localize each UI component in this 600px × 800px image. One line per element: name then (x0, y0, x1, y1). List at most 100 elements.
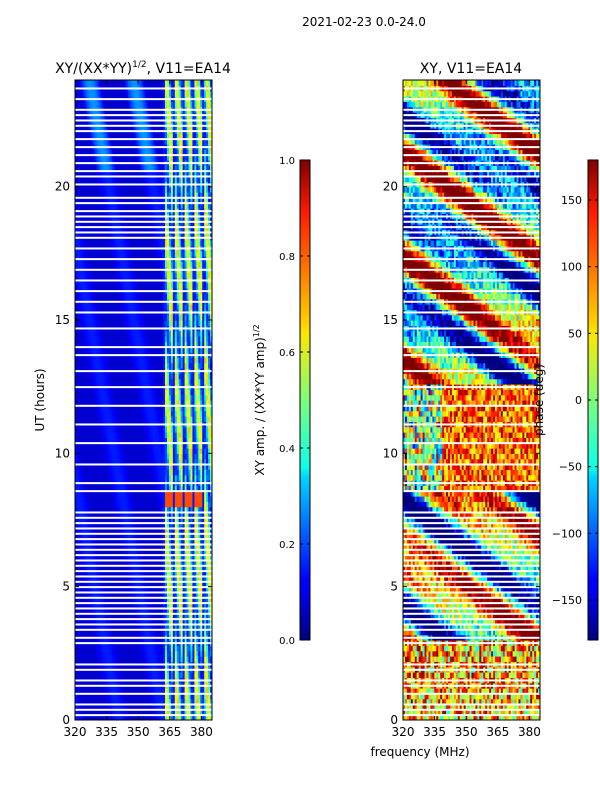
heatmap-cell (129, 373, 133, 380)
heatmap-cell (210, 693, 212, 700)
heatmap-cell (114, 426, 117, 433)
heatmap-cell (104, 544, 107, 550)
heatmap-cell (155, 544, 158, 550)
heatmap-cell (110, 373, 113, 380)
heatmap-cell (106, 362, 109, 369)
heatmap-cell (110, 693, 113, 700)
heatmap-cell (180, 453, 184, 460)
heatmap-cell (153, 512, 156, 518)
heatmap-cell (165, 501, 168, 508)
heatmap-cell (159, 469, 162, 476)
heatmap-cell (200, 464, 203, 470)
heatmap-cell (108, 714, 111, 720)
heatmap-cell (78, 704, 82, 710)
heatmap-cell (143, 458, 147, 465)
heatmap-cell (98, 464, 102, 470)
heatmap-cell (165, 581, 168, 588)
heatmap-cell (116, 426, 119, 433)
heatmap-cell (82, 485, 86, 492)
heatmap-cell (114, 698, 117, 705)
heatmap-cell (98, 448, 102, 454)
heatmap-cell (172, 442, 176, 449)
heatmap-cell (155, 597, 158, 604)
heatmap-cell (170, 597, 174, 604)
heatmap-cell (206, 437, 209, 444)
heatmap-cell (163, 592, 166, 598)
heatmap-cell (174, 698, 178, 705)
heatmap-cell (176, 373, 180, 380)
heatmap-cell (137, 672, 141, 678)
heatmap-cell (137, 602, 141, 609)
heatmap-cell (208, 602, 211, 609)
heatmap-cell (102, 346, 105, 353)
heatmap-cell (141, 464, 145, 470)
heatmap-cell (163, 608, 166, 614)
heatmap-cell (116, 624, 119, 630)
heatmap-cell (166, 554, 170, 561)
heatmap-cell (139, 512, 143, 518)
heatmap-cell (161, 592, 164, 598)
heatmap-cell (78, 624, 82, 630)
heatmap-cell (92, 336, 96, 342)
heatmap-cell (170, 602, 174, 609)
heatmap-cell (161, 506, 164, 513)
heatmap-cell (153, 714, 156, 720)
heatmap-cell (133, 394, 137, 401)
heatmap-cell (198, 544, 201, 550)
heatmap-cell (123, 517, 127, 524)
heatmap-cell (161, 549, 164, 556)
heatmap-cell (141, 496, 145, 502)
heatmap-cell (210, 709, 212, 716)
heatmap-cell (116, 528, 119, 534)
heatmap-cell (116, 565, 119, 572)
heatmap-cell (112, 501, 115, 508)
heatmap-cell (143, 346, 147, 353)
heatmap-cell (206, 528, 209, 534)
heatmap-cell (204, 533, 207, 540)
heatmap-cell (106, 624, 109, 630)
heatmap-cell (108, 688, 111, 694)
heatmap-cell (143, 373, 147, 380)
heatmap-cell (196, 437, 199, 444)
heatmap-cell (190, 373, 194, 380)
heatmap-cell (131, 538, 135, 545)
heatmap-cell (104, 416, 107, 422)
heatmap-cell (75, 362, 78, 369)
heatmap-cell (106, 485, 109, 492)
heatmap-cell (125, 474, 129, 481)
heatmap-cell (141, 554, 145, 561)
heatmap-cell (137, 560, 141, 566)
heatmap-cell (137, 517, 141, 524)
heatmap-cell (112, 458, 115, 465)
heatmap-cell (116, 469, 119, 476)
heatmap-cell (123, 448, 127, 454)
heatmap-cell (75, 341, 78, 348)
heatmap-cell (90, 544, 94, 550)
heatmap-cell (133, 544, 137, 550)
heatmap-cell (180, 629, 184, 636)
heatmap-cell (84, 432, 88, 438)
heatmap-cell (204, 629, 207, 636)
heatmap-cell (102, 490, 105, 497)
heatmap-cell (96, 624, 100, 630)
heatmap-cell (112, 432, 115, 438)
heatmap-cell (139, 410, 143, 417)
heatmap-cell (90, 400, 94, 406)
heatmap-cell (204, 693, 207, 700)
heatmap-cell (78, 618, 82, 625)
heatmap-cell (143, 528, 147, 534)
heatmap-cell (102, 485, 105, 492)
heatmap-cell (118, 544, 121, 550)
heatmap-cell (82, 336, 86, 342)
heatmap-cell (125, 357, 129, 364)
heatmap-cell (200, 410, 203, 417)
heatmap-cell (129, 453, 133, 460)
heatmap-cell (100, 586, 103, 593)
heatmap-cell (78, 362, 82, 369)
heatmap-cell (100, 565, 103, 572)
heatmap-cell (176, 586, 180, 593)
heatmap-cell (204, 714, 207, 720)
heatmap-cell (159, 378, 162, 385)
heatmap-cell (131, 565, 135, 572)
heatmap-cell (200, 458, 203, 465)
